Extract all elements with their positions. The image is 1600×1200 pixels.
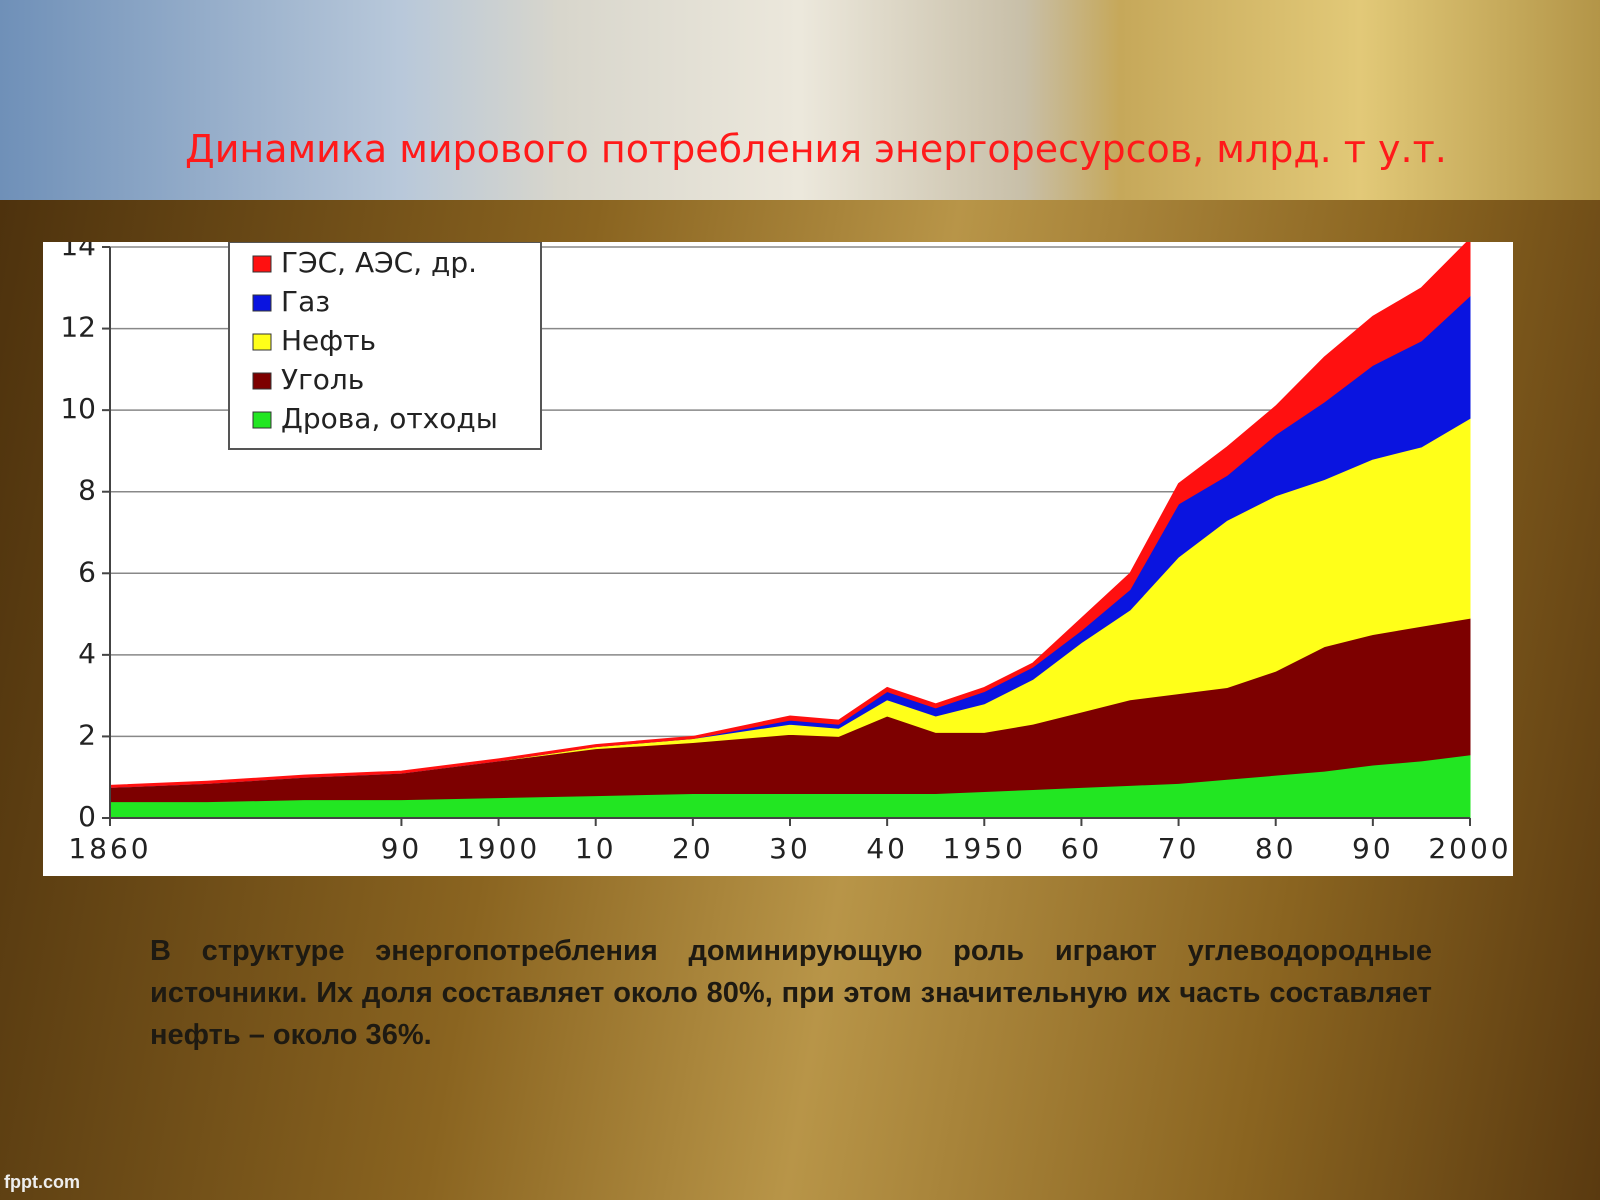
area bbox=[109, 242, 1471, 788]
x-tick-label: 10 bbox=[575, 832, 617, 865]
legend-label: Газ bbox=[281, 285, 330, 318]
header-image bbox=[0, 0, 1600, 200]
x-tick-label: 1900 bbox=[457, 832, 540, 865]
legend-swatch bbox=[252, 372, 272, 390]
x-tick-label: 90 bbox=[381, 832, 423, 865]
footer: fppt.com bbox=[4, 1172, 80, 1192]
x-tick-label: 60 bbox=[1061, 832, 1103, 865]
x-tick-label: 80 bbox=[1255, 832, 1297, 865]
y-tick-label: 10 bbox=[60, 392, 96, 425]
legend-label: ГЭС, АЭС, др. bbox=[281, 246, 477, 279]
x-tick-label: 70 bbox=[1158, 832, 1200, 865]
y-tick-label: 4 bbox=[78, 637, 96, 670]
legend-label: Нефть bbox=[281, 324, 376, 357]
chart: 0 2 4 6 8 10 12 14 1860 90 1900 10 20 30 40 1950 60 70 80 9… bbox=[43, 242, 1513, 876]
legend-box bbox=[228, 242, 542, 450]
y-tick-label: 14 bbox=[60, 242, 96, 262]
legend-label: Дрова, отходы bbox=[281, 402, 498, 435]
legend-swatch bbox=[252, 255, 272, 273]
y-tick-label: 2 bbox=[78, 718, 96, 751]
legend-swatch bbox=[252, 411, 272, 429]
x-tick-label: 1950 bbox=[943, 832, 1026, 865]
legend-label: Уголь bbox=[281, 363, 364, 396]
chart-title: Динамика мирового потребления энергоресу… bbox=[185, 127, 1447, 171]
legend-swatch bbox=[252, 294, 272, 312]
x-tick-label: 2000 bbox=[1428, 832, 1511, 865]
y-tick-label: 6 bbox=[78, 555, 96, 588]
y-tick-label: 12 bbox=[60, 311, 96, 344]
x-tick-label: 90 bbox=[1352, 832, 1394, 865]
y-tick-label: 8 bbox=[78, 474, 96, 507]
legend-swatch bbox=[252, 333, 272, 351]
x-tick-label: 20 bbox=[672, 832, 714, 865]
x-tick-label: 40 bbox=[866, 832, 908, 865]
body-text: В структуре энергопотребления доминирующ… bbox=[150, 935, 1432, 1051]
y-tick-label: 0 bbox=[78, 800, 96, 833]
x-tick-label: 1860 bbox=[68, 832, 151, 865]
x-tick-label: 30 bbox=[769, 832, 811, 865]
